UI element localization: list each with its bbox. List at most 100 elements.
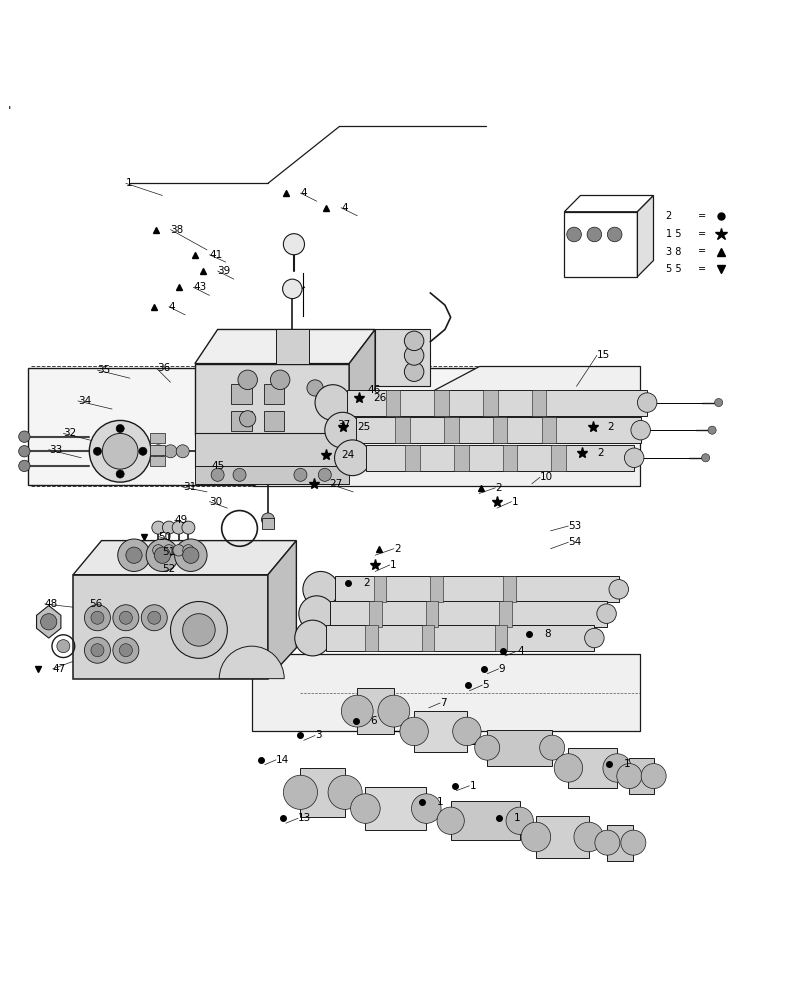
Bar xyxy=(150,456,165,466)
Polygon shape xyxy=(346,390,646,416)
Circle shape xyxy=(334,440,370,476)
Text: 1: 1 xyxy=(513,813,520,823)
Circle shape xyxy=(41,614,57,630)
Circle shape xyxy=(586,227,601,242)
Circle shape xyxy=(328,775,362,809)
Text: 1: 1 xyxy=(389,560,396,570)
Circle shape xyxy=(404,362,423,381)
Polygon shape xyxy=(330,601,606,627)
Polygon shape xyxy=(36,606,61,638)
Circle shape xyxy=(19,460,30,472)
Bar xyxy=(373,576,385,602)
Bar xyxy=(531,390,546,416)
Circle shape xyxy=(176,445,189,458)
Circle shape xyxy=(594,830,619,855)
Text: KIT: KIT xyxy=(573,239,591,249)
Text: 37: 37 xyxy=(337,420,350,430)
Text: 48: 48 xyxy=(45,599,58,609)
Circle shape xyxy=(303,571,338,607)
Polygon shape xyxy=(251,654,639,731)
Circle shape xyxy=(521,822,550,852)
Text: 3: 3 xyxy=(315,730,321,740)
Circle shape xyxy=(307,380,323,396)
Polygon shape xyxy=(356,417,640,443)
Circle shape xyxy=(163,545,174,556)
Bar xyxy=(551,445,565,471)
Circle shape xyxy=(399,717,428,746)
Circle shape xyxy=(239,411,255,427)
Text: 54: 54 xyxy=(568,537,581,547)
Circle shape xyxy=(162,521,175,534)
Circle shape xyxy=(318,468,331,481)
Polygon shape xyxy=(276,329,308,364)
Text: 9: 9 xyxy=(498,664,504,674)
Text: 25: 25 xyxy=(357,422,370,432)
Circle shape xyxy=(377,695,410,727)
Polygon shape xyxy=(487,730,551,766)
Text: 26: 26 xyxy=(373,393,386,403)
Text: 24: 24 xyxy=(341,450,354,460)
Bar xyxy=(426,601,438,627)
Polygon shape xyxy=(195,466,349,484)
Text: 1 5: 1 5 xyxy=(665,229,680,239)
Bar xyxy=(422,625,434,651)
Text: 53: 53 xyxy=(568,521,581,531)
Circle shape xyxy=(324,412,360,448)
Bar xyxy=(231,384,251,404)
Circle shape xyxy=(146,539,178,571)
Text: 1: 1 xyxy=(469,781,475,791)
Circle shape xyxy=(174,539,207,571)
Text: 13: 13 xyxy=(298,813,311,823)
Bar xyxy=(502,445,517,471)
Circle shape xyxy=(283,234,304,255)
Text: 2: 2 xyxy=(495,483,501,493)
Text: 38: 38 xyxy=(170,225,183,235)
Circle shape xyxy=(93,447,101,455)
Polygon shape xyxy=(73,541,296,575)
Text: =: = xyxy=(697,211,706,221)
Text: =: = xyxy=(697,247,706,257)
Circle shape xyxy=(182,547,199,563)
Polygon shape xyxy=(366,445,633,471)
Bar xyxy=(264,411,284,431)
Text: 6: 6 xyxy=(370,716,376,726)
Polygon shape xyxy=(28,368,478,485)
Circle shape xyxy=(84,605,110,631)
Text: 34: 34 xyxy=(78,396,91,406)
Polygon shape xyxy=(251,366,639,486)
Text: 10: 10 xyxy=(539,472,552,482)
Text: 8: 8 xyxy=(543,629,550,639)
Circle shape xyxy=(116,424,124,433)
Text: 47: 47 xyxy=(53,664,66,674)
Text: 4: 4 xyxy=(341,203,347,213)
Text: 2: 2 xyxy=(393,544,400,554)
Circle shape xyxy=(91,611,104,624)
Text: 43: 43 xyxy=(193,282,206,292)
Circle shape xyxy=(211,468,224,481)
Circle shape xyxy=(89,420,151,482)
Circle shape xyxy=(553,754,581,782)
Circle shape xyxy=(573,822,603,852)
Text: =: = xyxy=(697,264,706,274)
Circle shape xyxy=(294,468,307,481)
Circle shape xyxy=(584,628,603,648)
Polygon shape xyxy=(268,541,296,679)
Circle shape xyxy=(620,830,645,855)
Circle shape xyxy=(630,420,650,440)
Circle shape xyxy=(637,393,656,412)
Bar xyxy=(365,625,377,651)
Circle shape xyxy=(474,735,499,760)
Text: 50: 50 xyxy=(158,532,171,542)
Text: 56: 56 xyxy=(89,599,102,609)
Circle shape xyxy=(596,604,616,623)
Circle shape xyxy=(602,754,631,782)
Text: 4: 4 xyxy=(169,302,175,312)
Bar xyxy=(405,445,419,471)
Circle shape xyxy=(182,545,194,556)
Circle shape xyxy=(436,807,464,834)
Circle shape xyxy=(714,399,722,407)
Circle shape xyxy=(270,370,290,390)
Polygon shape xyxy=(349,329,375,435)
Circle shape xyxy=(182,614,215,646)
Text: =: = xyxy=(697,229,706,239)
